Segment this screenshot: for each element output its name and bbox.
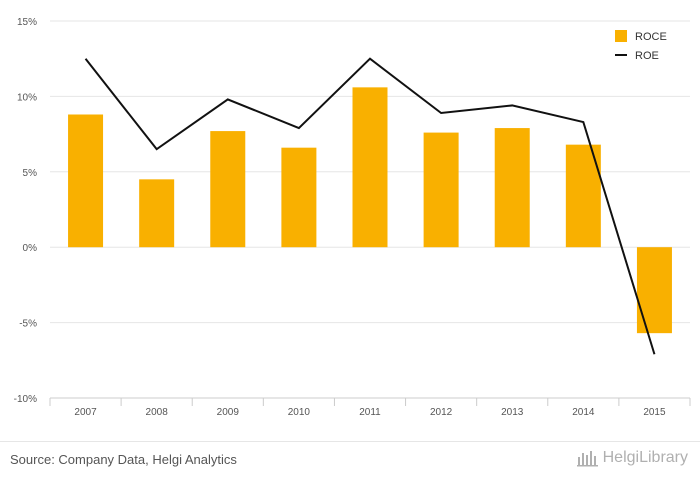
source-note: Source: Company Data, Helgi Analytics xyxy=(10,452,237,467)
legend-swatch-roce xyxy=(615,30,627,42)
axes: -10% -5% 0% 5% 10% 15% 2007 2008 2009 2010 2011 201… xyxy=(14,17,691,418)
roce-bar xyxy=(139,179,175,248)
x-tick-label: 2009 xyxy=(217,407,240,418)
roce-bar xyxy=(636,247,672,334)
roce-bar xyxy=(352,87,388,248)
x-tick-label: 2011 xyxy=(359,407,381,418)
roe-line-group xyxy=(84,57,656,355)
brand-name: HelgiLibrary xyxy=(602,449,688,466)
roce-bar xyxy=(494,128,530,248)
y-tick-label: 10% xyxy=(17,92,37,103)
y-tick-label: 15% xyxy=(17,17,37,28)
helgi-logo-icon xyxy=(576,451,598,467)
x-tick-label: 2007 xyxy=(74,407,97,418)
legend-label-roce: ROCE xyxy=(635,31,667,43)
legend: ROCE ROE xyxy=(615,30,667,62)
legend-label-roe: ROE xyxy=(635,50,659,62)
x-tick-label: 2012 xyxy=(430,407,453,418)
x-tick-label: 2015 xyxy=(643,407,666,418)
roce-bar xyxy=(423,132,459,248)
y-tick-label: 5% xyxy=(23,168,38,179)
footer: Source: Company Data, Helgi Analytics He… xyxy=(0,441,700,484)
y-tick-label: -5% xyxy=(19,319,37,330)
x-tick-label: 2008 xyxy=(146,407,169,418)
roce-bar xyxy=(68,114,104,248)
chart: -10% -5% 0% 5% 10% 15% 2007 2008 2009 2010 2011 201… xyxy=(14,17,691,418)
roce-bar xyxy=(210,131,246,248)
brand[interactable]: HelgiLibrary xyxy=(576,449,688,467)
roce-bar xyxy=(281,147,317,248)
roe-line xyxy=(84,57,656,355)
x-tick-label: 2014 xyxy=(572,407,595,418)
x-tick-label: 2013 xyxy=(501,407,524,418)
x-tick-label: 2010 xyxy=(288,407,311,418)
roce-bars xyxy=(68,87,672,334)
y-tick-label: -10% xyxy=(14,394,37,405)
y-tick-label: 0% xyxy=(23,243,38,254)
